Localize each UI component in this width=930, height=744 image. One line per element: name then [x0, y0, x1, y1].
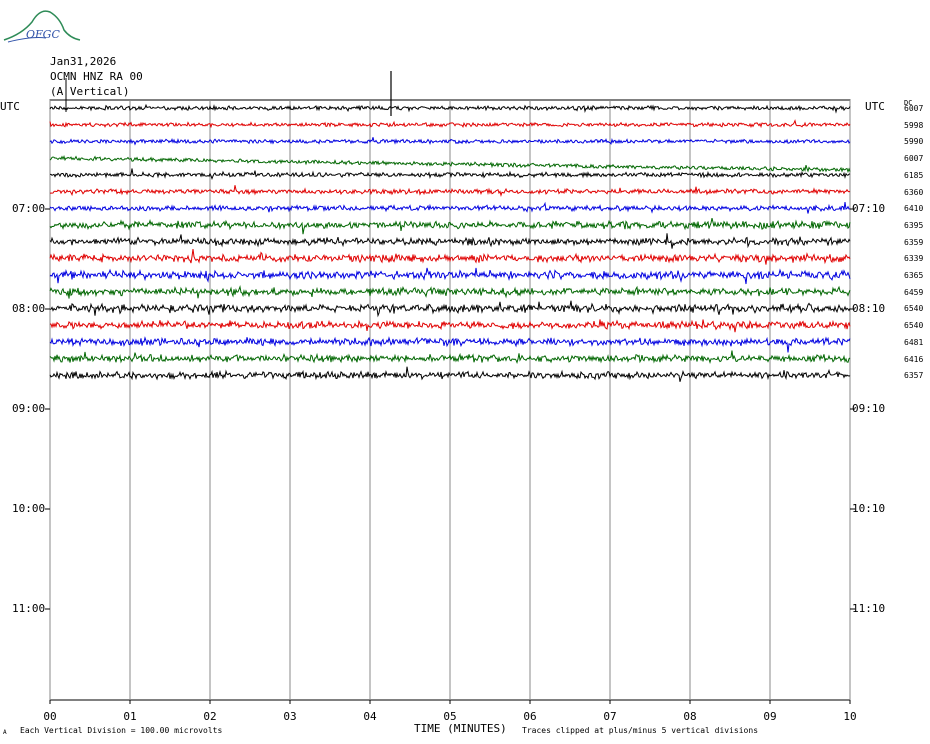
seismic-trace	[49, 300, 851, 318]
x-tick-label: 10	[843, 710, 856, 723]
dc-offset-value: 6359	[904, 237, 924, 247]
x-tick-label: 03	[283, 710, 296, 723]
seismic-trace	[49, 336, 851, 353]
seismic-trace	[49, 185, 851, 198]
seismic-trace	[49, 103, 851, 114]
dc-offset-value: 6395	[904, 220, 924, 230]
date-label: Jan31,2026	[50, 55, 117, 68]
seismic-trace	[49, 119, 851, 129]
seismic-trace	[49, 284, 851, 299]
seismic-trace	[49, 249, 851, 265]
x-tick-label: 07	[603, 710, 616, 723]
dc-offset-value: 6540	[904, 321, 924, 331]
clip-note: Traces clipped at plus/minus 5 vertical …	[522, 726, 759, 735]
x-tick-label: 06	[523, 710, 536, 723]
footer-left-mark: A	[3, 729, 7, 736]
seismic-trace	[49, 217, 851, 235]
dc-offset-value: 5998	[904, 120, 924, 130]
scale-note: Each Vertical Division = 100.00 microvol…	[20, 726, 223, 735]
left-time-label: 08:00	[12, 302, 46, 315]
utc-left-label: UTC	[0, 100, 20, 113]
seismic-trace	[49, 319, 851, 333]
seismic-trace	[49, 233, 851, 249]
right-time-label: 07:10	[852, 202, 886, 215]
seismic-trace	[49, 201, 851, 214]
dc-offset-value: 6185	[904, 170, 924, 180]
dc-offset-value: 6007	[904, 104, 924, 113]
utc-right-label: UTC	[865, 100, 885, 113]
x-tick-label: 01	[123, 710, 136, 723]
seismic-trace	[49, 155, 851, 174]
left-time-label: 09:00	[12, 402, 46, 415]
seismic-trace	[49, 366, 851, 382]
left-time-label: 07:00	[12, 202, 46, 215]
left-time-label: 11:00	[12, 602, 46, 615]
right-time-label: 10:10	[852, 502, 886, 515]
dc-offset-value: 6416	[904, 354, 924, 364]
right-time-label: 11:10	[852, 602, 886, 615]
x-tick-label: 00	[43, 710, 56, 723]
seismic-trace	[50, 168, 851, 181]
logo-mountain-icon	[3, 10, 81, 43]
ofgc-logo: OFGC	[2, 4, 82, 44]
dc-offset-value: 6360	[904, 187, 924, 197]
component-label: (A Vertical)	[50, 85, 130, 98]
x-tick-label: 09	[763, 710, 776, 723]
dc-offset-value: 6007	[904, 154, 924, 164]
dc-offset-value: 6357	[904, 371, 924, 381]
station-label: OCMN HNZ RA 00	[50, 70, 143, 83]
x-tick-label: 02	[203, 710, 216, 723]
seismic-trace	[49, 267, 851, 285]
dc-offset-value: 6540	[904, 304, 924, 314]
dc-offset-value: 6481	[904, 337, 924, 347]
plot-frame	[49, 99, 851, 701]
seismic-trace	[49, 137, 851, 146]
dc-label: DC	[904, 99, 913, 107]
logo-text: OFGC	[26, 28, 60, 41]
x-axis-title: TIME (MINUTES)	[414, 722, 507, 735]
right-time-label: 09:10	[852, 402, 886, 415]
seismic-trace	[49, 350, 851, 365]
dc-offset-value: 6410	[904, 204, 924, 214]
left-time-label: 10:00	[12, 502, 46, 515]
dc-offset-value: 6365	[904, 271, 924, 280]
x-tick-label: 08	[683, 710, 696, 723]
right-time-label: 08:10	[852, 302, 886, 315]
x-tick-label: 04	[363, 710, 377, 723]
dc-offset-value: 5990	[904, 137, 924, 147]
dc-offset-value: 6459	[904, 287, 924, 297]
dc-offset-value: 6339	[904, 254, 924, 264]
